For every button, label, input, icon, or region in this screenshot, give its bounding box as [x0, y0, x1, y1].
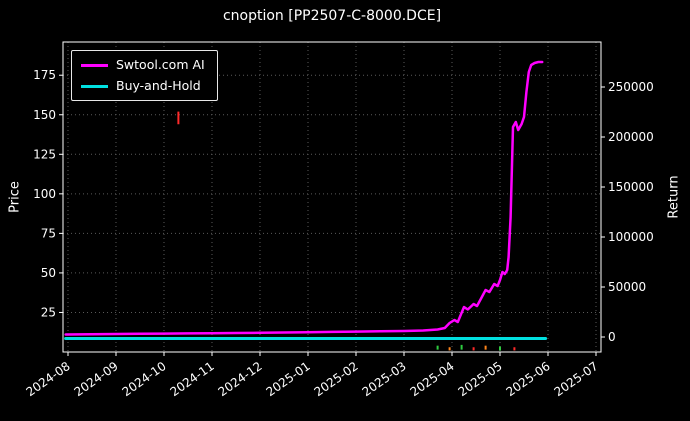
right-tick-label: 250000 — [608, 80, 654, 94]
x-tick-label: 2024-08 — [24, 359, 73, 399]
legend-label: Buy-and-Hold — [116, 78, 201, 93]
legend-item: Swtool.com AI — [81, 58, 205, 72]
x-tick-label: 2024-09 — [72, 359, 121, 399]
x-tick-label: 2025-07 — [552, 359, 601, 399]
x-tick-label: 2025-05 — [456, 359, 505, 399]
legend-label: Swtool.com AI — [116, 57, 205, 72]
x-tick-label: 2025-04 — [408, 359, 457, 399]
legend-item: Buy-and-Hold — [81, 79, 205, 93]
left-tick-label: 75 — [41, 226, 56, 240]
right-tick-label: 0 — [608, 330, 616, 344]
x-tick-label: 2025-03 — [360, 359, 409, 399]
legend-line-swatch — [81, 84, 108, 88]
chart-title: cnoption [PP2507-C-8000.DCE] — [222, 8, 442, 24]
x-tick-label: 2024-11 — [168, 359, 217, 399]
left-tick-label: 175 — [33, 68, 56, 82]
right-tick-label: 50000 — [608, 280, 646, 294]
left-tick-label: 100 — [33, 187, 56, 201]
right-tick-label: 200000 — [608, 130, 654, 144]
x-tick-label: 2024-10 — [120, 359, 169, 399]
right-tick-label: 150000 — [608, 180, 654, 194]
left-tick-label: 125 — [33, 147, 56, 161]
x-tick-label: 2024-12 — [216, 359, 265, 399]
legend: Swtool.com AI Buy-and-Hold — [71, 50, 218, 101]
left-tick-label: 50 — [41, 266, 56, 280]
x-tick-label: 2025-01 — [264, 359, 313, 399]
series-line-swtool-com-ai — [64, 60, 544, 336]
left-tick-label: 25 — [41, 305, 56, 319]
right-tick-label: 100000 — [608, 230, 654, 244]
x-tick-label: 2025-06 — [504, 359, 553, 399]
plot-border — [62, 41, 602, 353]
left-tick-label: 150 — [33, 108, 56, 122]
x-tick-label: 2025-02 — [312, 359, 361, 399]
legend-line-swatch — [81, 63, 108, 67]
